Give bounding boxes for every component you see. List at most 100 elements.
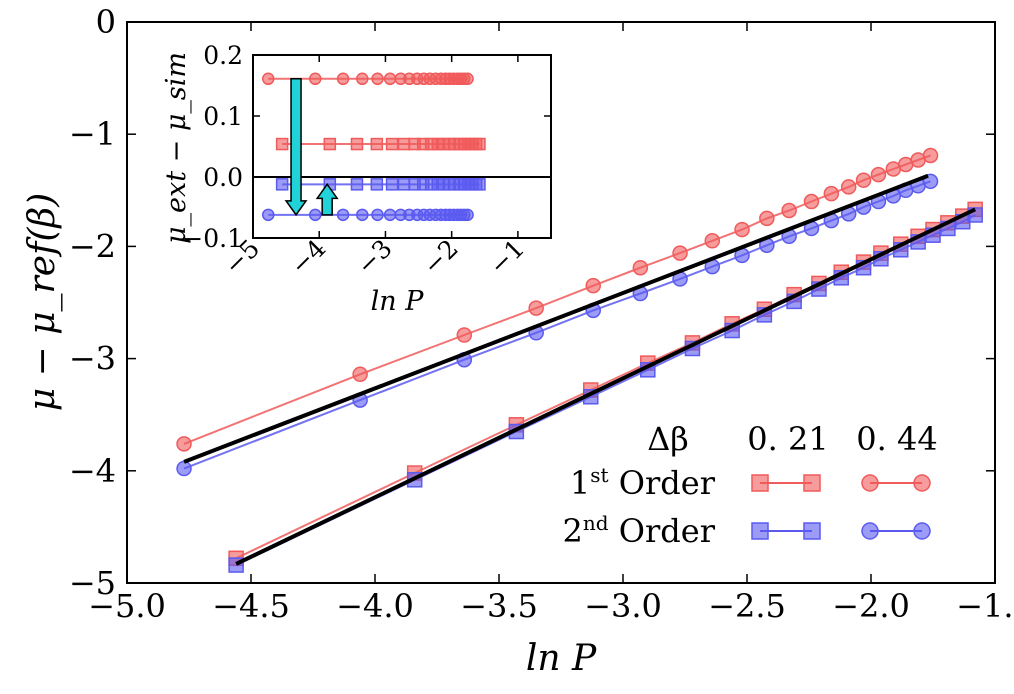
inset-arrow xyxy=(284,78,308,217)
inset-y-tick-label: 0.1 xyxy=(203,102,243,131)
data-point xyxy=(632,259,649,276)
y-tick-label: −3 xyxy=(69,340,116,378)
data-point xyxy=(176,460,192,477)
inset-y-tick-label: 0.0 xyxy=(203,163,243,192)
inset-series-2nd-square xyxy=(275,178,486,191)
legend-handle-square xyxy=(751,522,821,540)
data-point xyxy=(870,166,887,183)
data-point xyxy=(781,202,797,219)
inset-data-point xyxy=(371,208,384,222)
inset-data-point xyxy=(336,72,350,86)
inset-data-point xyxy=(385,178,399,191)
extrapolation-line xyxy=(235,207,977,566)
data-point xyxy=(528,300,544,316)
y-tick-label: −5 xyxy=(69,564,116,602)
legend-column-label: 0. 21 xyxy=(747,420,828,458)
data-point xyxy=(823,185,840,202)
legend-row-base: 2 xyxy=(563,512,583,550)
data-point xyxy=(759,210,775,227)
inset-data-point xyxy=(473,178,486,191)
inset-arrow xyxy=(315,183,339,216)
legend-marker xyxy=(751,522,769,540)
x-tick-label: −4.0 xyxy=(336,587,414,625)
inset-data-point xyxy=(350,178,364,191)
legend-row-label: 2nd Order xyxy=(563,511,716,550)
legend-row-tail: Order xyxy=(609,464,716,502)
x-tick-label: −4.5 xyxy=(212,587,290,625)
legend-handle-circle xyxy=(861,522,931,540)
legend-marker xyxy=(803,474,821,492)
data-point xyxy=(352,366,368,383)
inset-data-point xyxy=(308,72,322,86)
legend-row-base: 1 xyxy=(570,464,590,502)
series-1st-circle xyxy=(176,147,939,452)
x-tick-label: −2.0 xyxy=(832,587,910,625)
legend-row-label: 1st Order xyxy=(570,463,716,502)
inset-data-point xyxy=(336,208,350,222)
legend-marker xyxy=(751,474,769,492)
legend-column-label: 0. 44 xyxy=(856,420,937,458)
data-point xyxy=(803,193,820,210)
legend-marker xyxy=(913,474,931,492)
data-point xyxy=(672,245,688,261)
inset-data-point xyxy=(356,208,369,222)
inset-chart: 0.20.10.0−0.1−5 −4 −3 −2 −1ln Pμ_ext − μ_sim xyxy=(161,41,552,317)
inset-data-point xyxy=(370,178,384,191)
inset-data-point xyxy=(473,137,486,151)
inset-data-point xyxy=(350,137,364,151)
legend-header: Δβ xyxy=(647,420,689,458)
inset-data-point xyxy=(461,72,474,86)
data-point xyxy=(585,277,601,294)
x-tick-label: −3.5 xyxy=(460,587,538,625)
data-point xyxy=(176,436,192,452)
inset-data-point xyxy=(275,178,289,191)
data-point xyxy=(922,147,939,164)
inset-data-point xyxy=(370,137,384,151)
inset-data-point xyxy=(323,137,337,151)
inset-data-point xyxy=(371,72,384,86)
legend-marker xyxy=(861,522,879,540)
legend-row-tail: Order xyxy=(609,512,716,550)
legend-handle-square xyxy=(751,474,821,492)
inset-data-point xyxy=(275,137,289,151)
y-tick-label: −4 xyxy=(69,452,116,490)
inset-data-point xyxy=(261,72,275,86)
y-tick-label: −1 xyxy=(69,115,116,153)
inset-series-1st-square xyxy=(275,137,486,151)
inset-data-point xyxy=(308,208,322,222)
x-tick-label: −2.5 xyxy=(708,587,786,625)
data-point xyxy=(456,327,473,343)
inset-y-axis-label: μ_ext − μ_sim xyxy=(161,52,192,244)
x-axis-label: ln P xyxy=(526,638,597,679)
inset-series-2nd-circle xyxy=(261,208,474,222)
extrapolation-line xyxy=(183,173,929,464)
inset-data-point xyxy=(383,208,397,222)
data-point xyxy=(734,221,750,238)
inset-series-1st-circle xyxy=(261,72,474,86)
data-point xyxy=(704,233,721,249)
legend-marker xyxy=(803,522,821,540)
inset-data-point xyxy=(397,178,411,191)
legend-row-sup: nd xyxy=(583,511,609,535)
x-tick-label: −1.5 xyxy=(956,587,1014,625)
data-point xyxy=(840,179,857,195)
data-point xyxy=(855,172,872,188)
x-tick-label: −3.0 xyxy=(584,587,662,625)
y-tick-label: −2 xyxy=(69,227,116,265)
y-axis-label: μ − μ_ref(β) xyxy=(22,193,63,412)
inset-data-point xyxy=(385,137,399,151)
inset-data-point xyxy=(356,72,369,86)
y-tick-label: 0 xyxy=(96,3,116,41)
legend-row-sup: st xyxy=(590,463,608,487)
inset-y-tick-label: −0.1 xyxy=(182,224,243,253)
legend-handle-circle xyxy=(861,474,931,492)
legend-marker xyxy=(861,474,879,492)
inset-data-point xyxy=(397,137,411,151)
inset-data-point xyxy=(383,72,397,86)
inset-data-point xyxy=(461,208,474,222)
inset-x-axis-label: ln P xyxy=(371,286,425,317)
inset-y-tick-label: 0.2 xyxy=(203,41,243,70)
